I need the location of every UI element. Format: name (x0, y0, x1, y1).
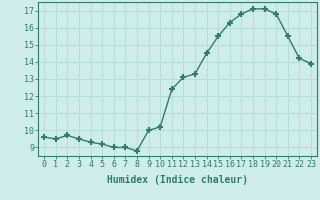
X-axis label: Humidex (Indice chaleur): Humidex (Indice chaleur) (107, 175, 248, 185)
